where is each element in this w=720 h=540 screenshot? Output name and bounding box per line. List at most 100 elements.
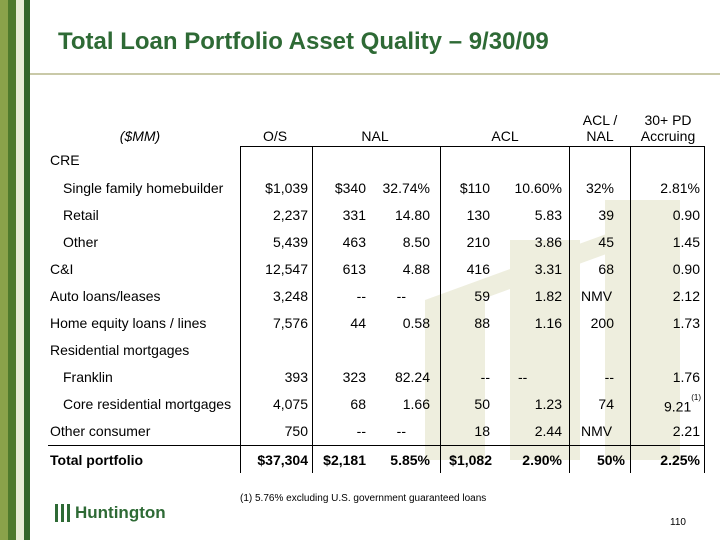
row-label: Other consumer: [50, 423, 151, 439]
cell-acl-nal: 32%: [585, 180, 614, 196]
huntington-mark-icon: [55, 504, 71, 522]
cell-os: 2,237: [272, 207, 308, 223]
cell-os: 3,248: [272, 288, 308, 304]
col-divider: [240, 146, 241, 473]
total-os: $37,304: [257, 452, 308, 468]
total-nal-pct: 5.85%: [390, 452, 430, 468]
row-label: Residential mortgages: [50, 342, 190, 358]
title-divider: [30, 73, 720, 75]
cell-os: 7,576: [272, 315, 308, 331]
cell-acl: 88: [474, 315, 490, 331]
row-label: C&I: [50, 261, 74, 277]
cell-acl-nal: 200: [590, 315, 614, 331]
cell-30pd: 9.21(1): [664, 393, 702, 415]
header-30pd-line2: Accruing: [640, 128, 696, 144]
cell-nal: 44: [350, 315, 366, 331]
footnote-marker: (1): [691, 393, 702, 402]
cell-nal: 331: [342, 207, 366, 223]
cell-acl: 130: [466, 207, 490, 223]
col-divider: [569, 146, 570, 473]
row-label: Auto loans/leases: [50, 288, 161, 304]
cell-os: $1,039: [265, 180, 308, 196]
table-top-rule: [240, 146, 705, 147]
total-acl: $1,082: [449, 452, 492, 468]
page-title: Total Loan Portfolio Asset Quality – 9/3…: [58, 28, 549, 55]
cell-acl-nal: 45: [598, 234, 614, 250]
col-divider: [630, 146, 631, 473]
cell-acl-nal: --: [604, 369, 614, 385]
row-label: Franklin: [63, 369, 113, 385]
cell-nal-pct: --: [396, 288, 406, 304]
row-label: Core residential mortgages: [63, 396, 232, 412]
header-mm: ($MM): [119, 128, 161, 144]
cell-acl-nal: NMV: [581, 288, 613, 304]
cell-acl-pct: 3.86: [534, 234, 562, 250]
cell-30pd: 0.90: [672, 261, 700, 277]
cell-nal-pct: 1.66: [402, 396, 430, 412]
row-label: CRE: [50, 152, 80, 168]
cell-acl-pct: 3.31: [534, 261, 562, 277]
cell-acl-pct: 1.16: [534, 315, 562, 331]
cell-nal-pct: 14.80: [394, 207, 430, 223]
cell-nal: $340: [334, 180, 366, 196]
cell-acl-nal: 74: [598, 396, 614, 412]
cell-30pd: 1.73: [672, 315, 700, 331]
header-acl: ACL: [491, 128, 519, 144]
huntington-logo: Huntington: [55, 503, 166, 523]
cell-nal: --: [356, 423, 366, 439]
cell-30pd: 1.76: [672, 369, 700, 385]
cell-acl-pct: 5.83: [534, 207, 562, 223]
col-divider: [440, 146, 441, 473]
col-divider: [312, 146, 313, 473]
row-label: Retail: [63, 207, 99, 223]
cell-acl-pct: --: [518, 369, 528, 385]
cell-30pd: 2.12: [672, 288, 700, 304]
left-stripe-3: [16, 0, 24, 540]
cell-acl-nal: NMV: [581, 423, 613, 439]
cell-nal-pct: 4.88: [402, 261, 430, 277]
total-rule: [48, 445, 705, 446]
cell-nal: 68: [350, 396, 366, 412]
cell-os: 4,075: [272, 396, 308, 412]
logo-text: Huntington: [75, 503, 166, 522]
cell-nal-pct: 32.74%: [382, 180, 430, 196]
header-nal: NAL: [361, 128, 389, 144]
cell-30pd: 2.81%: [660, 180, 700, 196]
left-stripe-2: [8, 0, 16, 540]
cell-acl: 416: [466, 261, 490, 277]
cell-nal-pct: 8.50: [402, 234, 430, 250]
cell-30pd: 0.90: [672, 207, 700, 223]
cell-acl: --: [480, 369, 490, 385]
cell-acl-pct: 1.82: [534, 288, 562, 304]
header-30pd-line1: 30+ PD: [644, 112, 692, 128]
cell-acl-nal: 68: [598, 261, 614, 277]
header-acl-nal-line1: ACL /: [582, 112, 618, 128]
cell-os: 393: [284, 369, 308, 385]
cell-nal: 323: [342, 369, 366, 385]
cell-acl-pct: 2.44: [534, 423, 562, 439]
cell-acl-pct: 10.60%: [514, 180, 562, 196]
left-stripe-4: [24, 0, 30, 540]
footnote: (1) 5.76% excluding U.S. government guar…: [240, 493, 487, 504]
left-stripe-1: [0, 0, 8, 540]
cell-acl-pct: 1.23: [534, 396, 562, 412]
cell-acl: 18: [474, 423, 490, 439]
cell-30pd: 1.45: [672, 234, 700, 250]
cell-nal-pct: 0.58: [402, 315, 430, 331]
cell-30pd-value: 9.21: [664, 398, 692, 415]
cell-nal: 613: [342, 261, 366, 277]
cell-acl: 59: [474, 288, 490, 304]
watermark-shape: [425, 300, 485, 460]
total-label: Total portfolio: [50, 452, 144, 468]
cell-os: 12,547: [265, 261, 308, 277]
header-os: O/S: [262, 128, 288, 144]
cell-os: 5,439: [272, 234, 308, 250]
total-acl-pct: 2.90%: [522, 452, 562, 468]
page-number: 110: [670, 517, 686, 528]
total-30pd: 2.25%: [660, 452, 700, 468]
cell-nal-pct: 82.24: [394, 369, 430, 385]
row-label: Single family homebuilder: [63, 180, 224, 196]
cell-nal-pct: --: [396, 423, 406, 439]
cell-acl: 210: [466, 234, 490, 250]
row-label: Other: [63, 234, 99, 250]
